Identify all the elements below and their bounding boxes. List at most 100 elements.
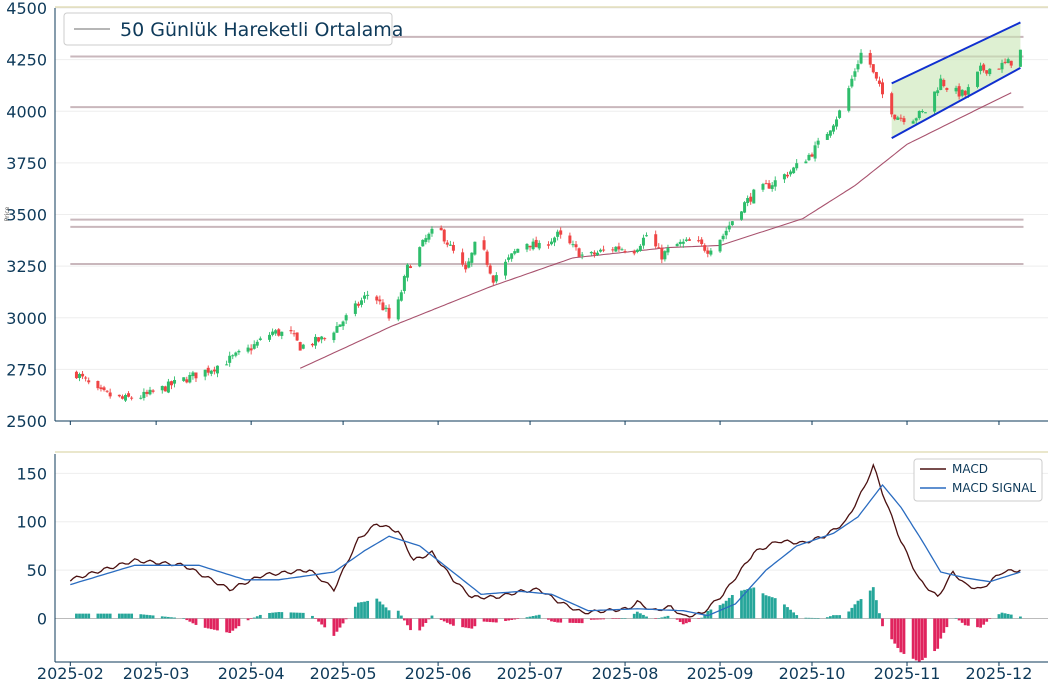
- histogram-bar: [203, 618, 207, 628]
- histogram-bar: [936, 618, 940, 649]
- histogram-bar: [534, 615, 538, 619]
- candle: [378, 295, 382, 305]
- histogram-bar: [387, 610, 391, 619]
- macd-legend: MACD MACD SIGNAL: [913, 458, 1043, 502]
- histogram-bar: [255, 616, 259, 619]
- histogram-bar: [427, 618, 431, 620]
- histogram-bar: [571, 618, 575, 623]
- histogram-bar: [277, 612, 281, 619]
- candle: [105, 390, 109, 393]
- candle: [657, 243, 661, 249]
- candle: [546, 241, 550, 249]
- histogram-bar: [507, 618, 510, 621]
- candle: [831, 124, 835, 135]
- candle: [494, 272, 498, 284]
- histogram-bar: [743, 589, 746, 619]
- histogram-bar: [623, 618, 627, 619]
- price-tick-label: 4000: [6, 102, 47, 121]
- candle: [246, 344, 250, 354]
- histogram-bar: [924, 618, 927, 658]
- candle: [764, 179, 768, 185]
- price-axis-label: Price: [4, 206, 11, 221]
- histogram-bar: [902, 618, 906, 654]
- candle: [881, 78, 884, 99]
- histogram-bar: [513, 618, 517, 620]
- candle: [1003, 58, 1007, 65]
- price-tick-label: 3250: [6, 257, 47, 276]
- candle: [534, 236, 538, 248]
- histogram-bar: [810, 617, 814, 619]
- candle: [173, 376, 177, 388]
- x-tick-label: 2025-12: [966, 664, 1033, 683]
- histogram-bar: [452, 618, 455, 626]
- histogram-bar: [317, 618, 320, 622]
- candle: [525, 243, 529, 253]
- candle: [902, 115, 906, 125]
- candle: [856, 60, 860, 73]
- histogram-bar: [706, 611, 710, 619]
- histogram-bar: [645, 616, 648, 619]
- candle: [804, 159, 808, 164]
- candle: [344, 313, 348, 324]
- histogram-bar: [357, 602, 360, 619]
- histogram-bar: [185, 618, 189, 621]
- histogram-bar: [151, 615, 155, 619]
- histogram-bar: [553, 618, 556, 622]
- histogram-bar: [632, 613, 636, 619]
- histogram-bar: [145, 614, 149, 619]
- candle: [660, 244, 664, 264]
- histogram-bar: [942, 618, 946, 633]
- histogram-bar: [635, 611, 639, 619]
- candle: [338, 324, 342, 327]
- candle: [550, 238, 553, 246]
- histogram-bar: [577, 618, 581, 624]
- histogram-bar: [663, 616, 667, 619]
- candle: [439, 225, 443, 231]
- candle: [988, 68, 992, 77]
- histogram-bar: [406, 618, 409, 626]
- candle: [78, 372, 82, 382]
- candle: [890, 91, 894, 118]
- histogram-bar: [353, 606, 357, 619]
- histogram-bar: [399, 615, 403, 619]
- histogram-bar: [966, 618, 970, 626]
- histogram-bar: [890, 618, 894, 640]
- legend-label-ma50: 50 Günlük Hareketli Ortalama: [120, 19, 403, 41]
- candle: [614, 246, 618, 252]
- histogram-bar: [166, 616, 170, 619]
- legend-label-macd: MACD: [952, 462, 988, 476]
- price-tick-label: 3000: [6, 309, 47, 328]
- candle: [301, 343, 305, 350]
- candle: [960, 89, 964, 98]
- candle: [976, 71, 980, 89]
- histogram-bar: [1009, 614, 1013, 619]
- histogram-bar: [258, 614, 262, 619]
- candle: [617, 242, 621, 253]
- histogram-bar: [761, 593, 765, 619]
- x-tick-label: 2025-05: [310, 664, 377, 683]
- candle: [396, 296, 400, 322]
- histogram-bar: [323, 618, 327, 628]
- macd-signal-line: [70, 483, 1021, 617]
- histogram-bar: [620, 618, 624, 619]
- ma50-line: [299, 92, 1012, 369]
- candle: [1006, 57, 1010, 64]
- histogram-bar: [163, 616, 167, 619]
- histogram-bar: [108, 613, 112, 619]
- candle: [280, 331, 284, 340]
- candle: [74, 370, 78, 380]
- candle: [697, 236, 701, 243]
- x-tick-label: 2025-08: [592, 664, 659, 683]
- price-tick-label: 2500: [6, 412, 47, 431]
- candle: [237, 349, 241, 355]
- histogram-bar: [320, 618, 324, 625]
- price-tick-label: 3500: [6, 206, 47, 225]
- histogram-bar: [188, 618, 192, 622]
- histogram-bar: [84, 613, 88, 619]
- histogram-bar: [378, 601, 382, 619]
- candle: [142, 388, 146, 401]
- histogram-bar: [547, 618, 550, 620]
- candle: [933, 91, 937, 116]
- candle: [215, 365, 219, 378]
